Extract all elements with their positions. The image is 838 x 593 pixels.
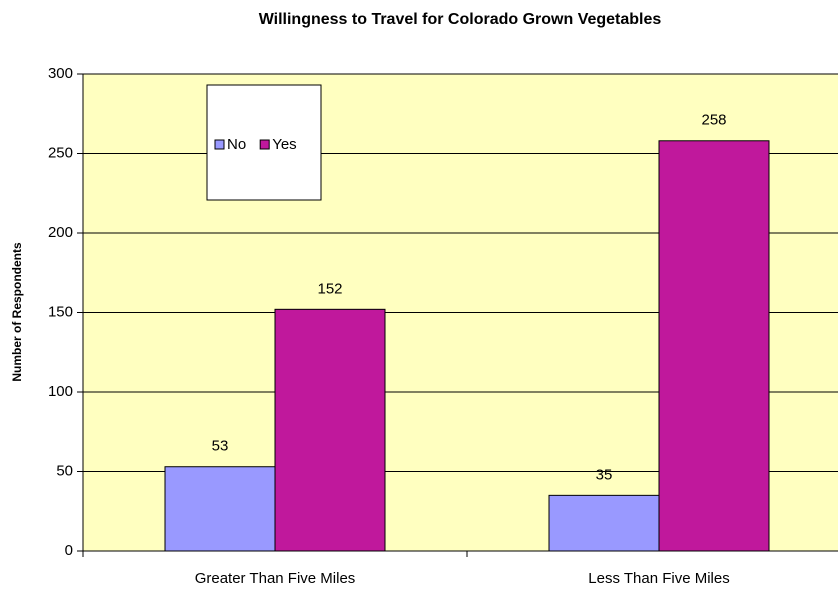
legend-swatch xyxy=(214,139,225,150)
y-tick-label: 300 xyxy=(48,65,73,82)
bar xyxy=(274,308,386,552)
x-tick-label: Less Than Five Miles xyxy=(588,570,729,587)
x-tick-label: Greater Than Five Miles xyxy=(195,570,356,587)
bar xyxy=(164,466,276,552)
chart-title: Willingness to Travel for Colorado Grown… xyxy=(259,11,662,28)
y-tick-label: 250 xyxy=(48,144,73,161)
legend: No Yes xyxy=(206,84,322,201)
bar xyxy=(658,140,770,552)
y-tick-label: 50 xyxy=(56,462,73,479)
legend-label: Yes xyxy=(272,136,296,153)
y-axis-label: Number of Respondents xyxy=(10,242,24,382)
legend-swatch xyxy=(259,139,270,150)
bar xyxy=(548,494,660,552)
y-tick-label: 100 xyxy=(48,383,73,400)
y-tick-label: 0 xyxy=(65,542,73,559)
data-label: 152 xyxy=(317,280,342,297)
data-label: 35 xyxy=(596,466,613,483)
y-tick-label: 150 xyxy=(48,303,73,320)
data-label: 258 xyxy=(701,112,726,129)
legend-label: No xyxy=(227,136,246,153)
data-label: 53 xyxy=(212,438,229,455)
y-tick-label: 200 xyxy=(48,224,73,241)
